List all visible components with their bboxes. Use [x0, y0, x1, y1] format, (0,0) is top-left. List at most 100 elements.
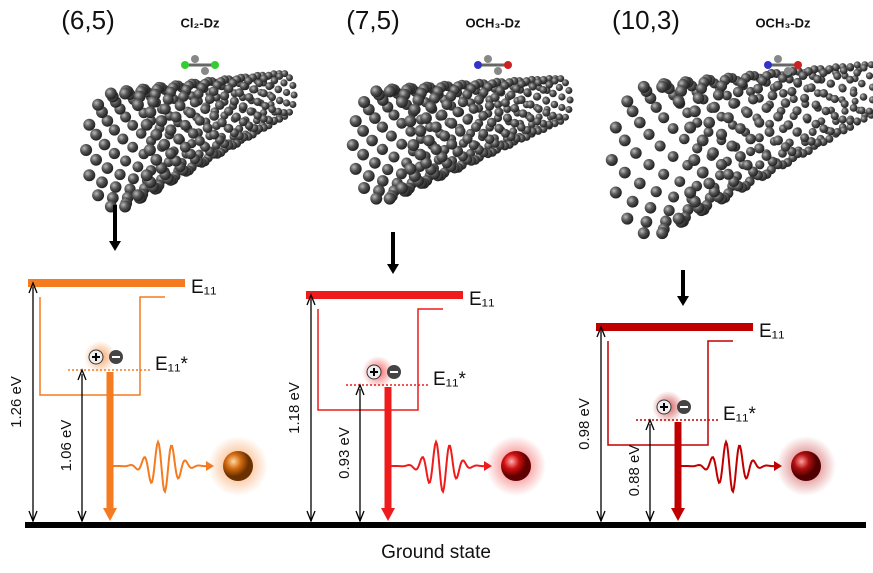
atom — [852, 98, 859, 105]
atom — [423, 135, 435, 147]
atom — [377, 144, 388, 155]
atom — [160, 103, 171, 114]
atom — [684, 187, 696, 199]
atom — [794, 61, 802, 69]
atom — [114, 169, 125, 180]
trap-label: E₁₁* — [155, 354, 188, 375]
atom — [742, 108, 753, 119]
atom — [784, 67, 792, 75]
atom — [728, 98, 739, 109]
atom — [291, 92, 298, 99]
atom — [217, 118, 227, 128]
atom — [651, 186, 662, 197]
atom — [696, 83, 707, 94]
atom — [781, 142, 791, 152]
atom — [215, 100, 225, 110]
atom — [485, 101, 495, 111]
atom — [286, 74, 293, 81]
atom — [803, 114, 812, 123]
atom — [627, 196, 639, 208]
molecule-label: Cl₂-Dz — [181, 15, 220, 30]
arrow-head — [109, 241, 121, 251]
atom — [369, 157, 381, 169]
atom — [117, 134, 128, 145]
atom — [431, 122, 442, 133]
atom — [173, 134, 184, 145]
atom — [384, 193, 396, 205]
atom — [232, 113, 241, 122]
atom — [484, 55, 492, 63]
atom — [850, 89, 858, 97]
atom — [641, 216, 653, 228]
chirality-label: (10,3) — [612, 5, 680, 35]
atom — [109, 124, 120, 135]
atom — [643, 129, 654, 140]
atom — [386, 131, 397, 142]
atom — [765, 127, 775, 137]
atom — [523, 88, 531, 96]
ground-label: Ground state — [381, 542, 491, 563]
atom — [501, 98, 510, 107]
atom — [610, 122, 622, 134]
atom — [439, 131, 450, 142]
atom — [90, 154, 102, 166]
atom — [768, 91, 778, 101]
atom — [239, 102, 248, 111]
atom — [621, 213, 633, 225]
atom — [132, 99, 144, 111]
atom — [156, 115, 168, 127]
atom — [191, 55, 199, 63]
atom — [668, 123, 679, 134]
atom — [866, 108, 873, 115]
atom — [643, 159, 654, 170]
atom — [781, 98, 791, 108]
atom — [748, 94, 758, 104]
atom — [494, 108, 503, 117]
atom — [268, 93, 276, 101]
atom — [664, 205, 675, 216]
e11-label: E₁₁ — [469, 289, 495, 310]
atom — [205, 94, 215, 104]
atom — [165, 124, 176, 135]
atom — [370, 193, 382, 205]
atom — [800, 133, 809, 142]
atom — [847, 63, 855, 71]
atom — [474, 61, 482, 69]
atom — [793, 78, 802, 87]
atom — [549, 112, 557, 120]
molecule-label: OCH₃-Dz — [755, 15, 811, 30]
atom — [119, 201, 131, 213]
atom — [396, 96, 408, 108]
atom — [754, 118, 764, 128]
nanotube — [606, 61, 873, 239]
atom — [128, 173, 139, 184]
atom — [245, 93, 254, 102]
atom — [619, 167, 631, 179]
atom — [133, 161, 144, 172]
atom — [150, 154, 162, 166]
atom — [723, 112, 734, 123]
atom — [83, 119, 95, 131]
e11-label: E₁₁ — [191, 277, 217, 298]
atom — [668, 151, 679, 162]
atom — [860, 116, 867, 123]
atom — [389, 152, 400, 163]
atom — [656, 227, 668, 239]
atom — [812, 101, 821, 110]
atom — [250, 85, 258, 93]
trap-energy-label: 0.93 eV — [336, 427, 353, 479]
atom — [211, 61, 219, 69]
atom — [819, 89, 828, 98]
atom — [860, 93, 868, 101]
arrow-head — [387, 264, 399, 274]
atom — [350, 163, 362, 175]
atom — [350, 115, 362, 127]
atom — [558, 104, 565, 111]
atom — [542, 97, 550, 105]
atom — [562, 79, 569, 86]
atom — [491, 93, 500, 102]
atom — [469, 104, 479, 114]
atom — [358, 96, 370, 108]
atom — [831, 95, 839, 103]
atom — [606, 154, 618, 166]
